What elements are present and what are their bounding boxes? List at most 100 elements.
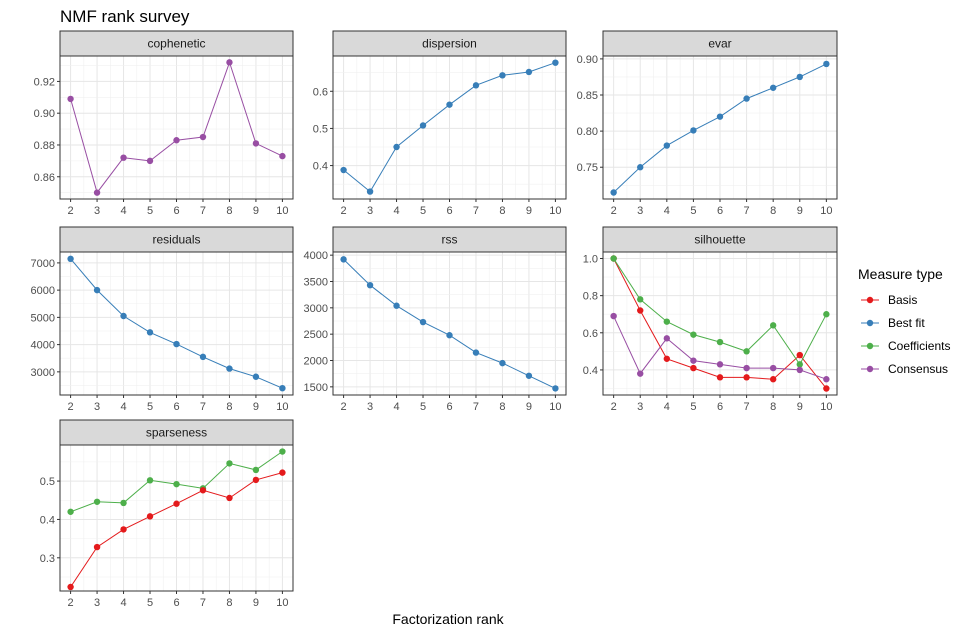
- strip-label: sparseness: [146, 426, 207, 440]
- data-point: [769, 84, 777, 91]
- data-point: [525, 372, 533, 379]
- x-tick-label: 8: [499, 205, 505, 217]
- data-point: [663, 355, 671, 362]
- data-point: [472, 349, 480, 356]
- data-point: [120, 312, 127, 320]
- panel-silhouette: silhouette 0.4 0.6 0.8 1.0 2 3 4 5 6 7 8 9 10: [583, 226, 838, 413]
- x-tick-label: 10: [820, 401, 832, 413]
- legend-key-point: [866, 342, 874, 350]
- x-tick-label: 3: [94, 597, 100, 609]
- x-tick-label: 4: [120, 597, 126, 609]
- data-point: [610, 255, 617, 262]
- data-point: [637, 164, 644, 171]
- data-point: [663, 142, 671, 149]
- strip-silhouette: [602, 226, 838, 253]
- y-tick-label: 3500: [304, 276, 328, 288]
- x-tick-label: 4: [664, 205, 670, 217]
- data-point: [525, 68, 533, 76]
- x-tick-label: 5: [147, 401, 153, 413]
- panel-dispersion: dispersion 0.4 0.5 0.6 2 3 4 5 6 7 8 9 10: [313, 30, 567, 217]
- strip-label: rss: [442, 233, 458, 247]
- series-consensus: [610, 312, 830, 383]
- strip-evar: [602, 30, 838, 57]
- data-point: [823, 376, 830, 383]
- x-tick-label: 10: [820, 205, 832, 217]
- data-point: [663, 318, 671, 325]
- x-tick-label: 7: [200, 205, 206, 217]
- data-point: [716, 361, 724, 368]
- data-point: [716, 338, 724, 346]
- data-point: [796, 351, 803, 359]
- y-tick-label: 0.88: [34, 140, 55, 152]
- data-point: [67, 95, 74, 103]
- y-tick-label: 2500: [304, 329, 328, 341]
- legend-title: Measure type: [858, 266, 943, 282]
- data-point: [499, 72, 506, 79]
- y-tick-label: 0.86: [34, 172, 55, 184]
- x-tick-label: 10: [276, 597, 288, 609]
- data-point: [446, 101, 453, 108]
- x-tick-label: 2: [68, 205, 74, 217]
- x-tick-label: 10: [276, 401, 288, 413]
- data-point: [796, 73, 803, 81]
- x-tick-label: 7: [473, 401, 479, 413]
- data-point: [120, 526, 127, 533]
- data-point: [393, 302, 400, 309]
- data-point: [637, 296, 644, 303]
- data-point: [279, 384, 286, 392]
- x-tick-label: 7: [200, 401, 206, 413]
- x-tick-label: 2: [611, 401, 617, 413]
- x-tick-label: 6: [173, 597, 179, 609]
- x-tick-label: 4: [393, 205, 399, 217]
- data-point: [637, 370, 644, 377]
- x-tick-label: 5: [690, 205, 696, 217]
- x-tick-label: 8: [226, 401, 232, 413]
- data-point: [690, 127, 697, 134]
- x-tick-label: 5: [690, 401, 696, 413]
- x-tick-label: 3: [94, 205, 100, 217]
- x-tick-label: 2: [611, 205, 617, 217]
- series-coefficients: [610, 255, 830, 368]
- panel-border: [602, 251, 838, 396]
- data-point: [67, 583, 74, 591]
- x-tick-label: 3: [367, 401, 373, 413]
- panel-residuals: residuals 3000 4000 5000 6000 7000 2 3 4 5 6 7 8 9 10: [31, 226, 294, 413]
- y-tick-label: 0.6: [583, 328, 598, 340]
- legend-item: Best fit: [861, 316, 925, 330]
- data-point: [226, 365, 233, 372]
- y-tick-label: 0.5: [313, 123, 328, 135]
- x-tick-label: 10: [549, 205, 561, 217]
- strip-label: residuals: [152, 233, 200, 247]
- x-tick-label: 2: [341, 401, 347, 413]
- y-tick-label: 7000: [31, 258, 55, 270]
- x-tick-label: 2: [68, 597, 74, 609]
- data-point: [472, 82, 480, 89]
- y-tick-label: 6000: [31, 285, 55, 297]
- data-point: [252, 476, 260, 484]
- panel-border: [59, 444, 294, 592]
- x-tick-label: 9: [526, 401, 532, 413]
- x-tick-label: 5: [420, 205, 426, 217]
- data-point: [610, 189, 617, 196]
- data-point: [610, 312, 617, 320]
- y-tick-label: 0.4: [40, 514, 55, 526]
- x-tick-label: 9: [253, 597, 259, 609]
- data-point: [279, 448, 286, 455]
- data-point: [226, 494, 233, 502]
- data-point: [173, 480, 180, 488]
- x-tick-label: 3: [637, 401, 643, 413]
- data-point: [252, 140, 260, 147]
- x-tick-label: 7: [473, 205, 479, 217]
- panel-border: [59, 55, 294, 200]
- y-tick-label: 5000: [31, 312, 55, 324]
- data-point: [446, 332, 453, 339]
- data-point: [663, 335, 671, 342]
- strip-label: dispersion: [422, 37, 477, 51]
- data-point: [743, 374, 750, 381]
- series-coefficients: [67, 448, 286, 515]
- data-point: [743, 364, 750, 372]
- panel-border: [59, 251, 294, 396]
- x-tick-label: 4: [393, 401, 399, 413]
- data-point: [419, 318, 427, 326]
- x-tick-label: 4: [120, 205, 126, 217]
